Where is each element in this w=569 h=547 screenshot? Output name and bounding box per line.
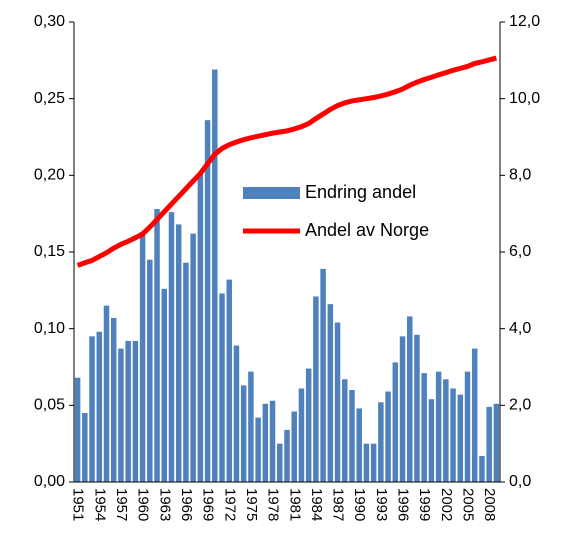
bar: [356, 408, 362, 482]
bar: [74, 377, 81, 482]
legend-label: Endring andel: [305, 182, 416, 202]
bar: [313, 296, 319, 482]
bar: [154, 209, 160, 483]
bar: [450, 388, 456, 482]
x-tick-label: 1978: [265, 488, 282, 521]
bar: [125, 340, 131, 482]
x-tick-label: 1969: [200, 488, 217, 521]
bar: [175, 224, 182, 482]
y-tick-label: 0,05: [34, 397, 65, 414]
bar: [378, 402, 384, 482]
bar: [118, 348, 124, 482]
legend-label: Andel av Norge: [305, 220, 429, 240]
bar: [342, 379, 348, 482]
bar: [204, 120, 211, 482]
bar: [269, 400, 276, 482]
bar: [233, 345, 240, 482]
bar: [414, 334, 420, 482]
y-tick-label: 0,20: [34, 167, 65, 184]
x-tick-label: 1984: [308, 488, 325, 521]
x-tick-label: 1960: [135, 488, 152, 521]
x-tick-label: 1993: [373, 488, 390, 521]
bar: [428, 399, 435, 482]
x-tick-label: 1990: [351, 488, 368, 521]
bar: [305, 368, 312, 482]
bar: [471, 348, 478, 482]
bar: [493, 403, 500, 482]
x-tick-label: 2008: [481, 488, 498, 521]
bar: [284, 429, 290, 482]
bar: [262, 403, 269, 482]
bar: [385, 391, 391, 482]
bar: [327, 304, 334, 482]
y-tick-label: 0,30: [34, 13, 65, 30]
x-tick-label: 1954: [91, 488, 108, 521]
bar: [464, 371, 471, 482]
bar: [226, 279, 232, 482]
bar: [334, 322, 341, 482]
bar: [457, 394, 464, 482]
bar: [399, 336, 406, 482]
bar: [132, 340, 139, 482]
bar: [89, 336, 95, 482]
y2-tick-label: 6,0: [509, 243, 531, 260]
x-tick-label: 1972: [221, 488, 238, 521]
bar: [240, 385, 247, 482]
y2-tick-label: 4,0: [509, 320, 531, 337]
bar: [248, 371, 254, 482]
bar: [443, 379, 449, 482]
bar: [139, 232, 146, 482]
bar: [320, 268, 326, 482]
bar: [479, 455, 485, 482]
bar: [168, 212, 175, 482]
x-tick-label: 1999: [416, 488, 433, 521]
legend-swatch: [243, 187, 300, 199]
bar: [370, 443, 377, 482]
y-tick-label: 0,25: [34, 90, 65, 107]
y-tick-label: 0,00: [34, 473, 65, 490]
bar: [298, 388, 305, 482]
bar: [349, 390, 355, 482]
y-tick-label: 0,15: [34, 243, 65, 260]
x-tick-label: 2005: [460, 488, 477, 521]
bar: [435, 371, 442, 482]
y2-tick-label: 2,0: [509, 397, 531, 414]
y2-tick-label: 12,0: [509, 13, 540, 30]
bar: [219, 293, 225, 482]
x-tick-label: 1966: [178, 488, 195, 521]
x-tick-label: 1963: [156, 488, 173, 521]
bar: [486, 406, 492, 482]
bar: [421, 373, 427, 482]
bar: [197, 173, 204, 483]
bar: [255, 417, 261, 482]
y2-tick-label: 8,0: [509, 167, 531, 184]
bar: [212, 69, 218, 483]
bar: [82, 413, 88, 482]
x-tick-label: 2002: [438, 488, 455, 521]
bar: [190, 233, 196, 482]
x-tick-label: 1957: [113, 488, 130, 521]
bar: [277, 443, 283, 482]
y2-tick-label: 10,0: [509, 90, 540, 107]
bar: [161, 288, 167, 482]
bar: [363, 443, 370, 482]
bar: [103, 305, 110, 482]
bar: [407, 316, 413, 482]
bar: [392, 362, 399, 482]
y-tick-label: 0,10: [34, 320, 65, 337]
x-tick-label: 1981: [286, 488, 303, 521]
bar: [147, 259, 153, 482]
bar: [96, 331, 103, 482]
x-tick-label: 1987: [330, 488, 347, 521]
bar: [110, 317, 117, 482]
line: [76, 55, 498, 268]
bar: [291, 411, 297, 482]
y2-tick-label: 0,0: [509, 473, 531, 490]
x-tick-label: 1951: [70, 488, 87, 521]
bar: [183, 262, 189, 482]
x-tick-label: 1996: [395, 488, 412, 521]
x-tick-label: 1975: [243, 488, 260, 521]
